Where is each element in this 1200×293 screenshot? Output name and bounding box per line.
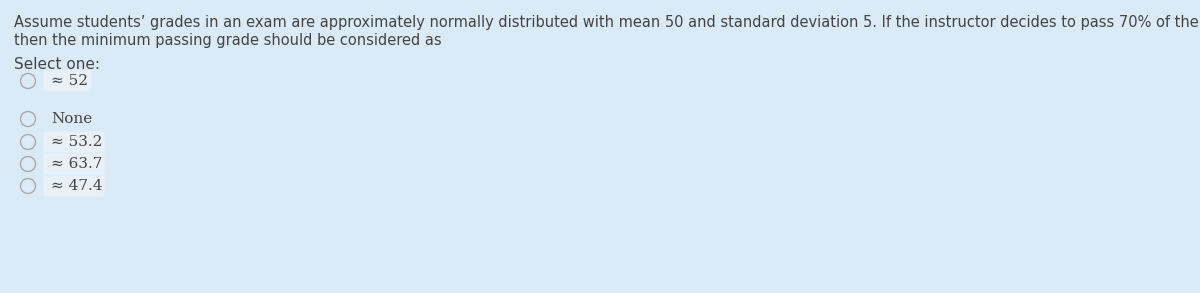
Text: None: None — [50, 112, 92, 126]
FancyBboxPatch shape — [43, 71, 91, 91]
Ellipse shape — [20, 134, 36, 149]
Ellipse shape — [20, 112, 36, 127]
Text: ≈ 53.2: ≈ 53.2 — [50, 135, 102, 149]
Ellipse shape — [20, 156, 36, 171]
FancyBboxPatch shape — [43, 132, 104, 152]
Text: Select one:: Select one: — [14, 57, 100, 72]
FancyBboxPatch shape — [43, 176, 104, 197]
Ellipse shape — [20, 178, 36, 193]
Text: ≈ 63.7: ≈ 63.7 — [50, 157, 102, 171]
Text: ≈ 52: ≈ 52 — [50, 74, 88, 88]
Text: ≈ 47.4: ≈ 47.4 — [50, 179, 102, 193]
FancyBboxPatch shape — [43, 154, 104, 175]
Text: then the minimum passing grade should be considered as: then the minimum passing grade should be… — [14, 33, 442, 48]
Ellipse shape — [20, 74, 36, 88]
Text: Assume students’ grades in an exam are approximately normally distributed with m: Assume students’ grades in an exam are a… — [14, 15, 1200, 30]
